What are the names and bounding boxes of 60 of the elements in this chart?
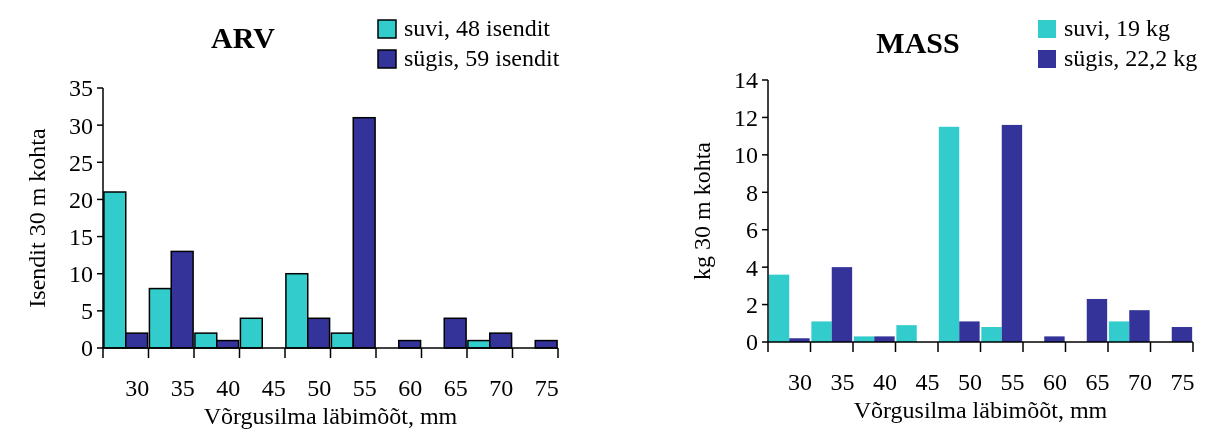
x-tick-label: 50 [957,369,982,395]
y-tick-label: 5 [81,298,93,325]
y-tick-label: 12 [734,104,758,131]
bar [959,321,980,342]
x-tick-label: 75 [1170,369,1195,395]
bar [896,325,917,342]
bar [1044,336,1065,342]
y-tick-label: 2 [746,291,758,318]
y-tick-label: 35 [69,75,93,102]
y-tick-label: 25 [69,149,93,176]
x-tick-label: 75 [534,375,559,401]
y-tick-label: 0 [746,329,758,356]
x-tick-label: 45 [915,369,940,395]
y-tick-label: 30 [69,112,93,139]
y-tick-label: 4 [746,254,758,281]
x-tick-label: 40 [872,369,897,395]
x-tick-label: 70 [1127,369,1152,395]
legend-label: sügis, 22,2 kg [1064,45,1198,71]
y-tick-label: 15 [69,223,93,250]
x-tick-label: 60 [1042,369,1067,395]
y-tick-label: 6 [746,217,758,244]
x-tick-label: 35 [170,375,195,401]
x-tick-label: 40 [216,375,241,401]
y-axis-title: kg 30 m kohta [689,141,715,280]
x-tick-label: 45 [261,375,286,401]
y-tick-label: 10 [734,142,758,169]
y-tick-label: 8 [746,179,758,206]
bar [1129,310,1150,342]
chart-title: MASS [876,26,960,59]
bar [1086,298,1108,342]
y-tick-label: 14 [734,67,758,94]
x-axis-title: Võrgusilma läbimõõt, mm [853,397,1108,423]
bar [874,336,895,342]
bar [938,126,960,342]
bar [1001,124,1023,342]
legend-label: sügis, 59 isendit [404,45,560,71]
x-tick-label: 65 [443,375,468,401]
bar [1108,321,1130,342]
x-tick-label: 55 [1000,369,1025,395]
x-tick-label: 70 [489,375,514,401]
y-axis-title: Isendit 30 m kohta [24,128,50,308]
bar [1171,327,1193,342]
x-tick-label: 50 [307,375,332,401]
y-tick-label: 0 [81,335,93,362]
x-tick-label: 65 [1085,369,1110,395]
y-tick-label: 20 [69,186,93,213]
chart-title: ARV [211,21,276,54]
y-tick-label: 10 [69,261,93,288]
bar [981,327,1002,342]
bar [768,274,790,342]
x-tick-label: 30 [787,369,812,395]
bar [811,321,832,342]
bar [831,267,853,342]
legend-label: suvi, 19 kg [1064,15,1171,41]
x-tick-label: 30 [125,375,150,401]
legend-label: suvi, 48 isendit [404,15,551,41]
x-tick-label: 55 [352,375,377,401]
x-tick-label: 60 [398,375,423,401]
x-axis-title: Võrgusilma läbimõõt, mm [203,403,458,429]
x-tick-label: 35 [830,369,855,395]
